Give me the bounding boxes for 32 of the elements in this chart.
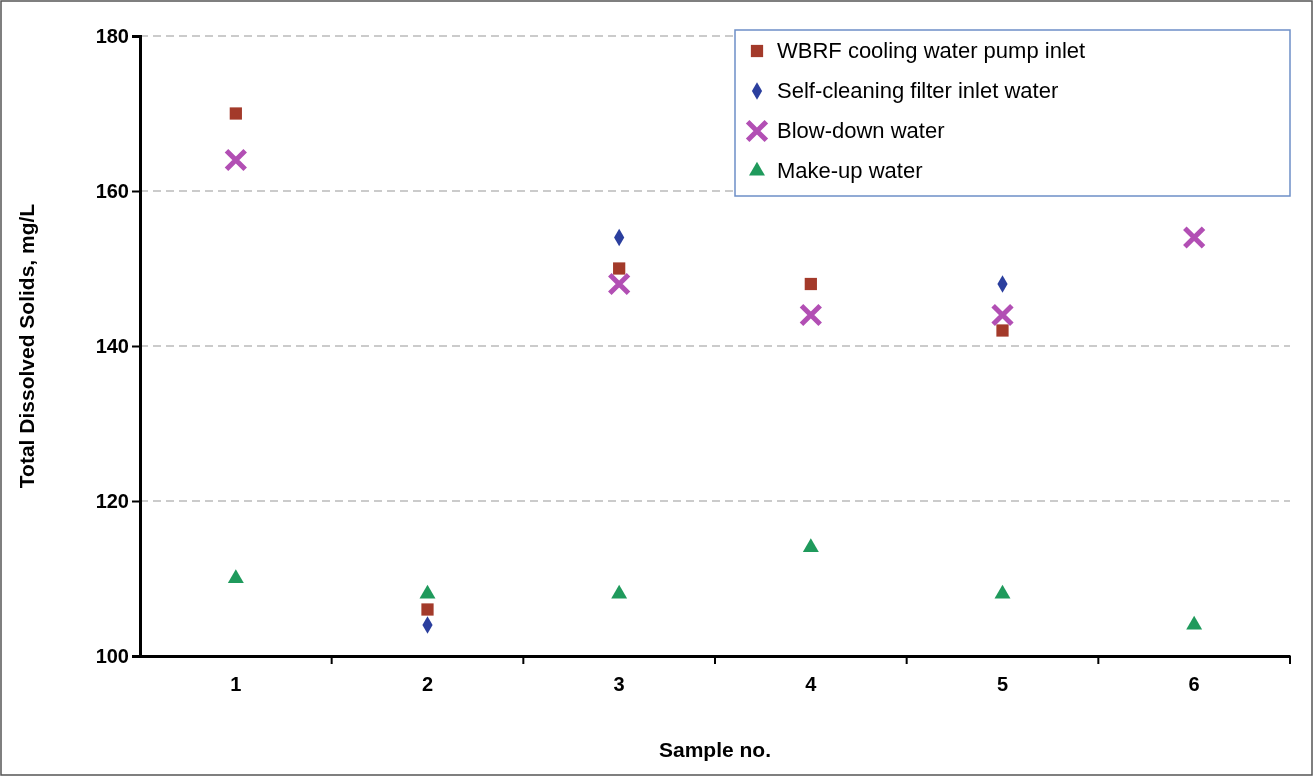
y-tick-label: 180	[95, 24, 129, 47]
y-tick-label: 100	[95, 644, 129, 667]
x-tick-label: 6	[1188, 673, 1200, 695]
legend-label: Make-up water	[777, 158, 923, 183]
point	[611, 584, 628, 599]
point	[994, 584, 1011, 599]
x-tick-label: 1	[230, 673, 242, 695]
y-tick-label: 140	[95, 334, 129, 357]
legend-label: Blow-down water	[777, 118, 945, 143]
legend-label: WBRF cooling water pump inlet	[777, 38, 1086, 63]
point	[1182, 225, 1207, 250]
point	[996, 324, 1009, 337]
point	[419, 584, 436, 599]
y-tick-label: 120	[95, 489, 129, 512]
x-tick-label: 3	[613, 673, 625, 695]
point	[1186, 615, 1203, 630]
point	[607, 272, 632, 296]
point	[613, 262, 626, 275]
x-tick-label: 5	[996, 673, 1009, 695]
x-tick-label: 4	[805, 673, 818, 695]
point	[990, 303, 1015, 327]
point	[227, 569, 244, 584]
point	[798, 303, 823, 327]
x-axis-title: Sample no.	[658, 738, 772, 761]
point	[223, 148, 248, 172]
y-tick-label: 160	[95, 179, 129, 202]
point	[229, 107, 242, 120]
x-tick-label: 2	[421, 673, 434, 695]
y-axis-title: Total Dissolved Solids, mg/L	[15, 203, 38, 489]
point	[802, 538, 819, 553]
legend-label: Self-cleaning filter inlet water	[777, 78, 1059, 103]
point	[804, 277, 817, 291]
